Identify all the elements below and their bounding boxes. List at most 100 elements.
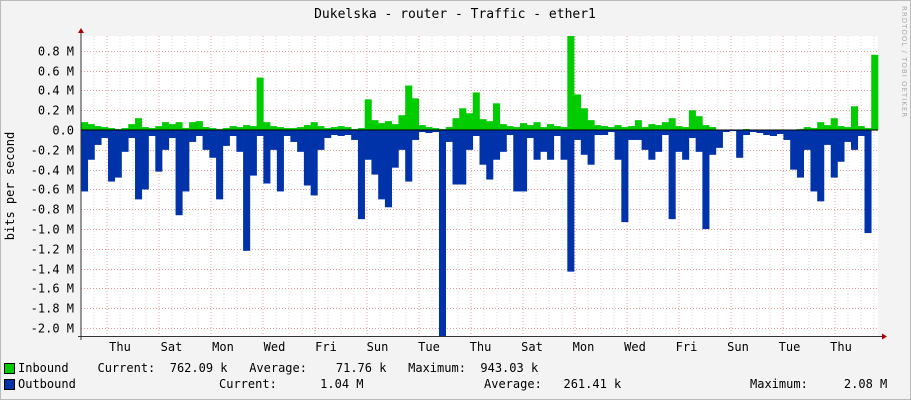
y-tick-label: 0.4 M: [38, 84, 74, 98]
inbound-bar: [330, 127, 338, 131]
y-tick-label: 0.2 M: [38, 104, 74, 118]
inbound-bar: [688, 110, 696, 131]
outbound-bar: [128, 130, 136, 138]
outbound-bar: [94, 130, 102, 145]
inbound-bar: [263, 122, 271, 131]
outbound-bar: [736, 130, 744, 158]
inbound-bar: [344, 127, 352, 131]
inbound-bar: [486, 121, 494, 131]
inbound-bar: [850, 106, 859, 131]
inbound-bar: [587, 120, 595, 131]
inbound-bar: [682, 127, 690, 131]
outbound-bar: [844, 130, 852, 142]
inbound-bar: [513, 127, 521, 131]
outbound-bar: [857, 130, 865, 136]
inbound-bar: [411, 98, 420, 131]
y-tick-label: -2.0 M: [31, 322, 74, 336]
outbound-bar: [344, 130, 352, 136]
y-tick-label: -1.8 M: [31, 302, 74, 316]
outbound-bar: [263, 130, 271, 184]
outbound-bar: [472, 130, 480, 136]
x-tick-label: Thu: [109, 340, 131, 354]
outbound-bar: [540, 130, 548, 152]
inbound-bar: [297, 127, 305, 131]
outbound-bar: [384, 130, 392, 208]
inbound-bar: [128, 124, 136, 131]
inbound-bar: [108, 128, 116, 131]
outbound-bar: [614, 130, 622, 160]
outbound-bar: [229, 130, 237, 136]
outbound-bar: [182, 130, 190, 192]
outbound-bar: [547, 130, 555, 160]
inbound-bar: [270, 126, 278, 131]
outbound-bar: [803, 130, 811, 150]
outbound-bar: [148, 130, 156, 136]
inbound-bar: [817, 122, 825, 131]
y-tick-label: -0.8 M: [31, 203, 74, 217]
outbound-bar: [364, 130, 372, 160]
outbound-bar: [479, 130, 487, 165]
inbound-bar: [94, 126, 102, 131]
inbound-bar: [864, 128, 872, 131]
inbound-bar: [648, 124, 656, 131]
outbound-bar: [783, 130, 791, 140]
outbound-bar: [493, 130, 501, 160]
outbound-bar: [459, 130, 467, 185]
outbound-bar: [587, 130, 595, 165]
outbound-bar: [445, 130, 453, 142]
outbound-bar: [162, 130, 170, 150]
outbound-bar: [135, 130, 143, 200]
outbound-bar: [499, 130, 507, 152]
x-tick-label: Sun: [727, 340, 749, 354]
inbound-bar: [432, 128, 440, 131]
inbound-bar: [560, 127, 568, 131]
inbound-bar: [121, 128, 129, 131]
x-tick-label: Thu: [830, 340, 852, 354]
outbound-bar: [810, 130, 818, 192]
inbound-bar: [628, 126, 636, 131]
x-tick-label: Wed: [624, 340, 646, 354]
outbound-bar: [270, 130, 278, 150]
outbound-bar: [709, 130, 717, 155]
inbound-bar: [324, 128, 332, 131]
outbound-bar: [790, 130, 798, 170]
y-tick-label: 0.8 M: [38, 45, 74, 59]
outbound-bar: [209, 130, 217, 158]
outbound-bar: [506, 130, 514, 136]
inbound-bar: [803, 127, 811, 131]
inbound-bar: [189, 122, 197, 131]
outbound-bar: [533, 130, 541, 160]
inbound-bar: [574, 94, 582, 131]
inbound-bar: [871, 54, 879, 131]
outbound-bar: [817, 130, 825, 202]
outbound-bar: [405, 130, 413, 182]
inbound-bar: [695, 116, 703, 131]
inbound-legend-row: Inbound Current: 762.09 k Average: 71.76…: [18, 361, 539, 375]
outbound-bar: [526, 130, 534, 138]
outbound-bar: [141, 130, 149, 190]
inbound-bar: [101, 127, 109, 131]
outbound-bar: [513, 130, 521, 192]
inbound-bar: [540, 127, 548, 131]
inbound-bar: [452, 118, 460, 131]
inbound-bar: [236, 127, 244, 131]
inbound-bar: [465, 113, 474, 131]
inbound-bar: [425, 127, 433, 131]
y-axis-label: bits per second: [3, 132, 17, 240]
inbound-bar: [553, 126, 561, 131]
outbound-bar: [702, 130, 710, 230]
outbound-bar: [742, 130, 750, 136]
inbound-bar: [675, 126, 683, 131]
x-tick-label: Wed: [264, 340, 286, 354]
inbound-bar: [202, 127, 210, 131]
inbound-bar: [168, 124, 176, 131]
inbound-bar: [418, 125, 426, 131]
outbound-bar: [695, 130, 703, 152]
outbound-bar: [756, 130, 764, 134]
outbound-bar: [594, 130, 602, 136]
y-tick-label: -0.6 M: [31, 183, 74, 197]
inbound-bar: [148, 128, 156, 131]
inbound-bar: [520, 123, 528, 131]
outbound-bar: [81, 130, 89, 192]
inbound-bar: [661, 122, 669, 131]
